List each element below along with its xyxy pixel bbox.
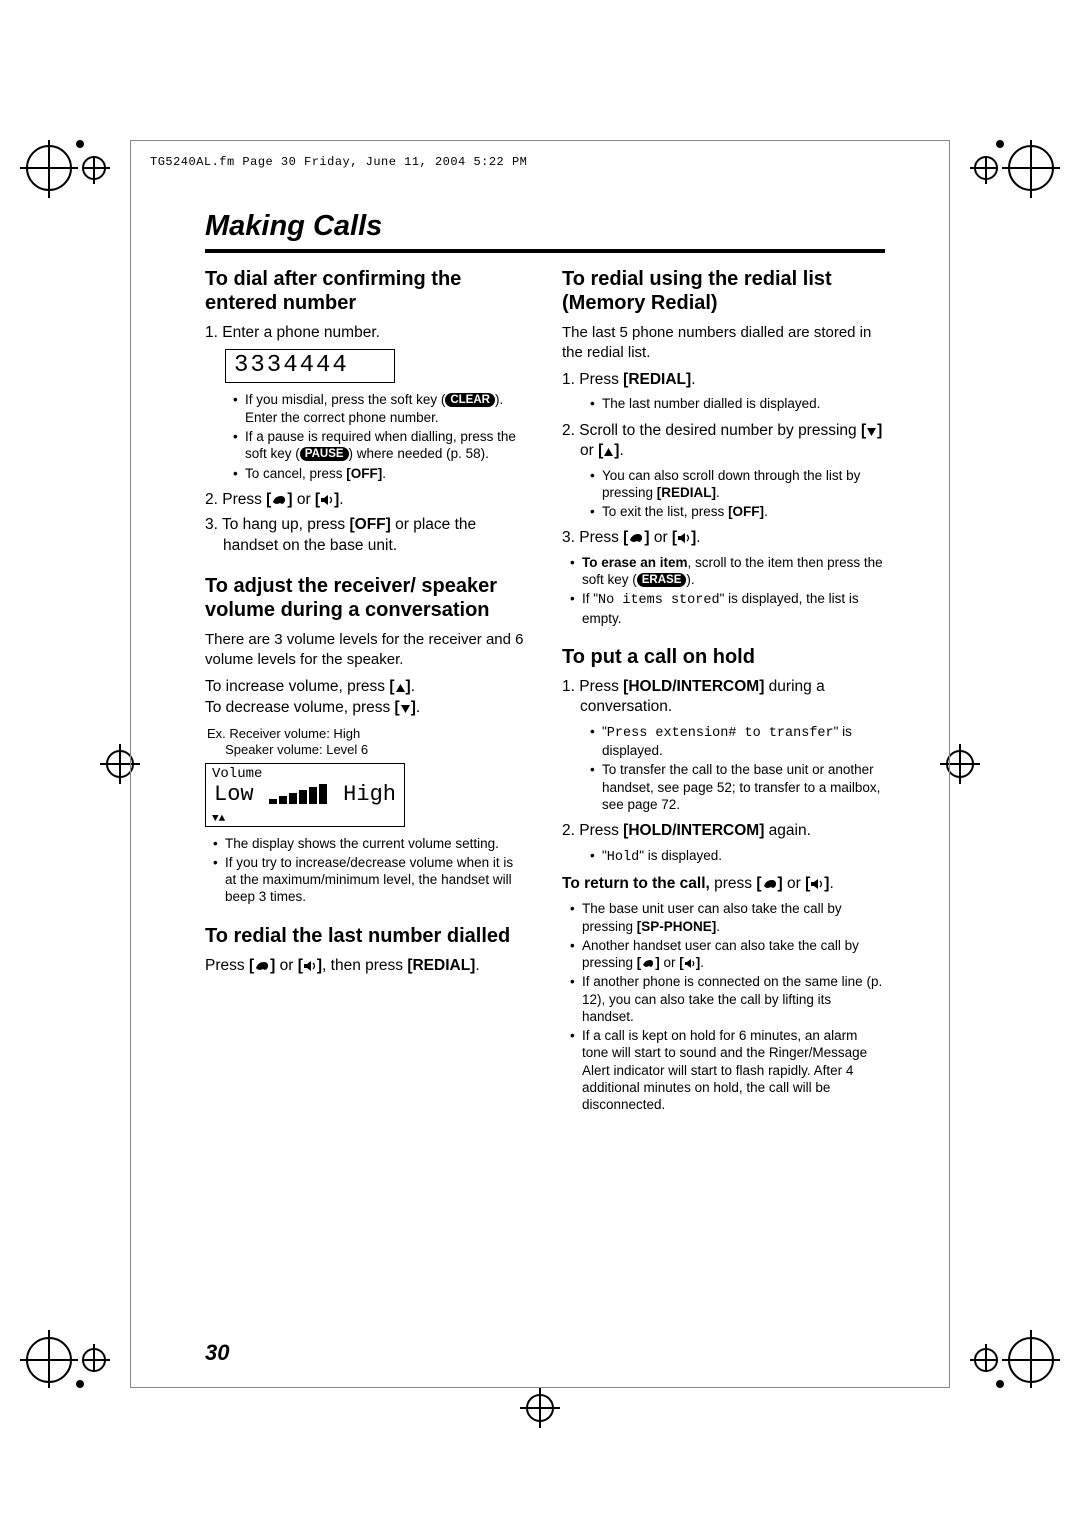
heading-volume: To adjust the receiver/ speaker volume d… — [205, 574, 528, 622]
heading-redial-list: To redial using the redial list (Memory … — [562, 267, 885, 315]
speaker-icon — [684, 958, 696, 969]
speaker-icon — [320, 494, 334, 506]
note: If a call is kept on hold for 6 minutes,… — [572, 1027, 885, 1113]
text: To increase volume, press [].To decrease… — [205, 677, 528, 718]
note: If a pause is required when dialling, pr… — [235, 428, 528, 463]
note: If you try to increase/decrease volume w… — [215, 854, 528, 906]
note: To cancel, press [OFF]. — [235, 465, 528, 482]
talk-icon — [641, 958, 655, 969]
down-arrow-icon — [400, 704, 411, 714]
step: 3. To hang up, press [OFF] or place the … — [205, 515, 528, 556]
speaker-icon — [810, 878, 824, 890]
speaker-icon — [677, 532, 691, 544]
note: The base unit user can also take the cal… — [572, 900, 885, 935]
crop-top-right — [974, 130, 1054, 210]
crop-bottom-left — [26, 1318, 106, 1398]
note: You can also scroll down through the lis… — [592, 467, 885, 502]
lcd-number-display: 3334444 — [225, 349, 395, 383]
softkey-pause: PAUSE — [300, 447, 349, 461]
page-title: Making Calls — [205, 210, 885, 253]
down-arrow-icon — [866, 427, 877, 437]
note: The display shows the current volume set… — [215, 835, 528, 852]
step: 1. Enter a phone number. — [205, 323, 528, 343]
heading-dial-confirm: To dial after confirming the entered num… — [205, 267, 528, 315]
crop-top-left — [26, 130, 106, 210]
right-column: To redial using the redial list (Memory … — [562, 267, 885, 1116]
heading-redial-last: To redial the last number dialled — [205, 924, 528, 948]
text: Press [] or [], then press [REDIAL]. — [205, 956, 528, 976]
talk-icon — [271, 494, 287, 506]
softkey-erase: ERASE — [637, 573, 687, 587]
note: The last number dialled is displayed. — [592, 395, 885, 412]
note: If you misdial, press the soft key (CLEA… — [235, 391, 528, 426]
crop-bottom-right — [974, 1318, 1054, 1398]
note: To transfer the call to the base unit or… — [592, 761, 885, 813]
step: 3. Press [] or []. — [562, 528, 885, 548]
up-arrow-icon — [395, 683, 406, 693]
note: "Press extension# to transfer" is displa… — [592, 723, 885, 760]
up-arrow-icon — [603, 447, 614, 457]
lcd-volume-display: Volume Low High ▼▲ — [205, 763, 405, 827]
note: Another handset user can also take the c… — [572, 937, 885, 972]
source-header: TG5240AL.fm Page 30 Friday, June 11, 200… — [150, 155, 527, 169]
talk-icon — [628, 532, 644, 544]
note: To exit the list, press [OFF]. — [592, 503, 885, 520]
left-column: To dial after confirming the entered num… — [205, 267, 528, 1116]
speaker-icon — [303, 960, 317, 972]
step: 2. Scroll to the desired number by press… — [562, 421, 885, 462]
note: "Hold" is displayed. — [592, 847, 885, 866]
step: 2. Press [] or []. — [205, 490, 528, 510]
heading-hold: To put a call on hold — [562, 645, 885, 669]
text: There are 3 volume levels for the receiv… — [205, 630, 528, 669]
caption: Ex. Receiver volume: High Speaker volume… — [207, 726, 528, 759]
page-number: 30 — [205, 1340, 229, 1366]
text: To return to the call, press [] or []. — [562, 874, 885, 894]
step: 1. Press [HOLD/INTERCOM] during a conver… — [562, 677, 885, 718]
step: 2. Press [HOLD/INTERCOM] again. — [562, 821, 885, 841]
volume-bars — [269, 784, 327, 804]
note: If another phone is connected on the sam… — [572, 973, 885, 1025]
talk-icon — [254, 960, 270, 972]
reg-bottom — [520, 1388, 560, 1428]
note: To erase an item, scroll to the item the… — [572, 554, 885, 589]
text: The last 5 phone numbers dialled are sto… — [562, 323, 885, 362]
talk-icon — [762, 878, 778, 890]
step: 1. Press [REDIAL]. — [562, 370, 885, 390]
softkey-clear: CLEAR — [445, 393, 495, 407]
page-content: Making Calls To dial after confirming th… — [205, 210, 885, 1116]
note: If "No items stored" is displayed, the l… — [572, 590, 885, 627]
nav-arrows-icon: ▼▲ — [212, 813, 225, 825]
